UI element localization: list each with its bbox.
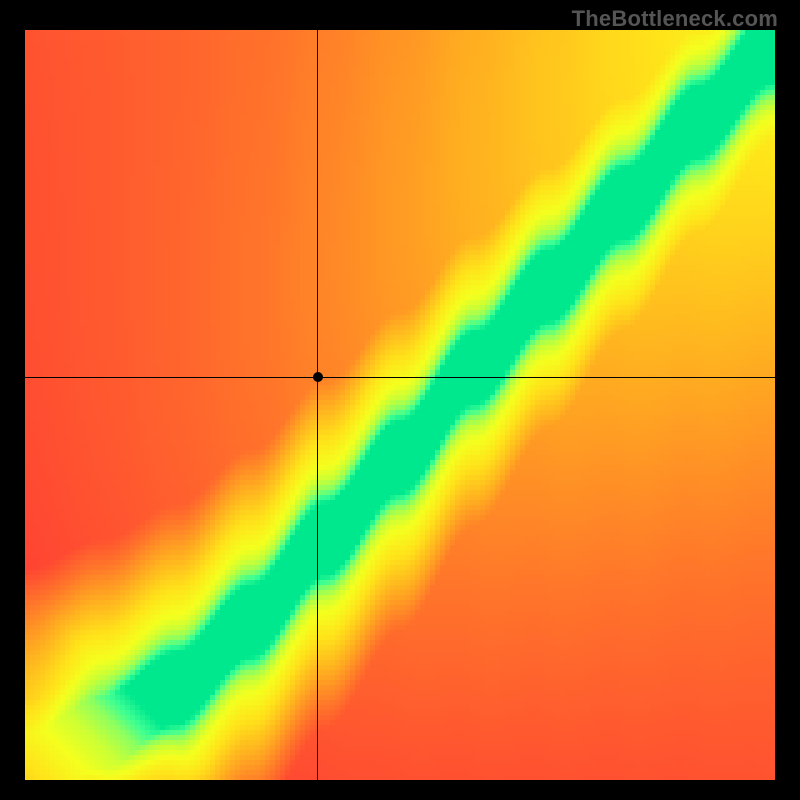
crosshair-marker <box>313 372 323 382</box>
watermark-text: TheBottleneck.com <box>572 6 778 32</box>
crosshair-horizontal <box>25 377 775 378</box>
crosshair-vertical <box>317 30 318 780</box>
heatmap-plot <box>25 30 775 780</box>
heatmap-canvas <box>25 30 775 780</box>
